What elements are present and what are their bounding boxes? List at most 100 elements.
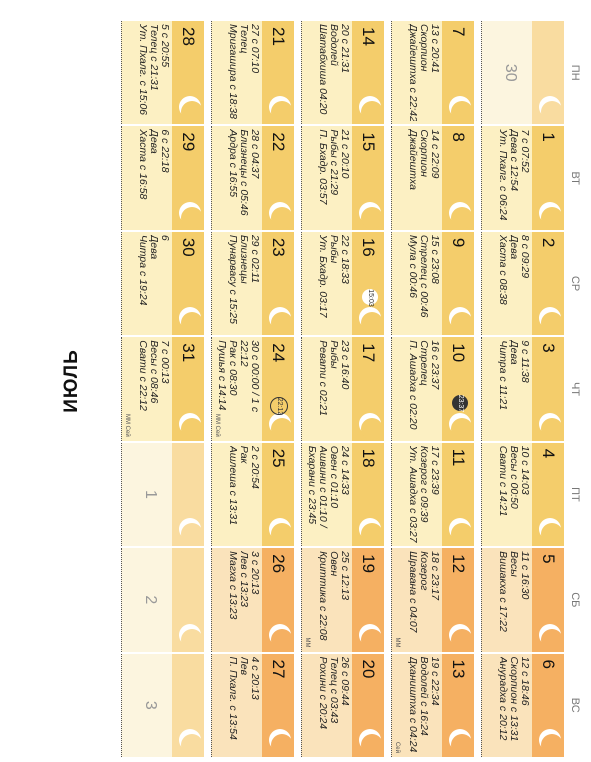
day-cell-header[interactable]: 25 [262, 442, 294, 547]
day-detail-line: Дева [148, 234, 159, 260]
day-cell-header[interactable]: 13 [442, 653, 474, 757]
day-cell-header[interactable]: 31 [172, 337, 204, 441]
day-cell-header[interactable]: 23 [262, 231, 294, 336]
day-cell-header[interactable]: 2 [532, 231, 564, 336]
day-number: 30 [179, 237, 198, 257]
day-number: 9 [449, 237, 468, 248]
day-cell-details: 12 c 18:46 Скорпион с 13:31 Анурадха с 20:… [481, 653, 532, 757]
day-cell-header[interactable]: 27 [262, 653, 294, 757]
day-detail-line: 4 c 20:13 [249, 656, 260, 700]
day-detail-line: Скорпион с 13:31 [508, 656, 519, 742]
dotted-separator [481, 337, 482, 441]
day-number: 20 [359, 659, 378, 679]
dotted-separator [301, 21, 302, 125]
day-cell-header[interactable]: 20 [352, 653, 384, 757]
day-cell-header[interactable]: 12 [442, 548, 474, 652]
day-cell-header[interactable]: 19 [352, 548, 384, 652]
dotted-separator [391, 442, 392, 547]
dotted-separator [121, 442, 122, 547]
day-number: 18 [359, 448, 378, 468]
moon-phase-icon [539, 201, 561, 224]
day-cell-header[interactable] [172, 548, 204, 652]
event-time-badge: 23:37 [452, 394, 468, 412]
day-cell-details: 28 c 04:37 Близнецы с 05:46 Ардра с 16:55 [211, 126, 262, 230]
day-cell-header[interactable]: 1 [532, 126, 564, 230]
day-detail-line: 19 c 22:34 [429, 656, 440, 706]
day-detail-line: Скорпион [418, 24, 429, 72]
gap-cell [204, 126, 211, 229]
day-cell-header[interactable]: 14 [352, 21, 384, 125]
gap-cell [204, 654, 211, 757]
day-cell-header[interactable]: 16 15:03 [352, 231, 384, 336]
day-detail-line: 9 c 11:38 [519, 340, 530, 383]
day-cell-header[interactable]: 9 [442, 231, 474, 336]
day-cell-header[interactable]: 10 23:37 [442, 337, 474, 441]
day-detail-line: 13 c 20:41 [429, 24, 440, 74]
dotted-separator [301, 231, 302, 336]
day-cell-details: 25 c 12:13 Овен Криттика с 22:08 ММ [301, 548, 352, 652]
day-detail-line: Анурадха с 20:12 [497, 656, 508, 741]
day-detail-line: Стрелец [418, 340, 429, 386]
moon-phase-icon [539, 412, 561, 435]
day-cell-header[interactable] [172, 653, 204, 757]
day-number: 2 [539, 237, 558, 248]
day-number: 29 [179, 132, 198, 152]
day-cell-header[interactable]: 4 [532, 442, 564, 547]
dotted-separator [391, 21, 392, 125]
day-detail-line: Весы [508, 551, 519, 577]
weekday-thu: ЧТ [569, 381, 581, 396]
moon-phase-icon [269, 729, 291, 751]
gap-cell [114, 337, 121, 440]
day-detail-line: 26 c 09:44 [339, 656, 350, 706]
day-cell-header[interactable]: 17 [352, 337, 384, 441]
day-cell-header[interactable]: 11 [442, 442, 474, 547]
day-cell-header[interactable]: 8 [442, 126, 474, 230]
weekday-sat: СБ [569, 592, 581, 608]
day-cell-header[interactable]: 6 [532, 653, 564, 757]
day-cell-header[interactable] [172, 442, 204, 547]
gap-cell [294, 654, 301, 757]
gap-cell [114, 654, 121, 757]
day-number: 1 [539, 132, 558, 142]
day-number: 8 [449, 132, 468, 142]
day-cell-header[interactable]: 7 [442, 21, 474, 125]
day-cell-header[interactable]: 3 [532, 337, 564, 441]
day-cell-header[interactable] [532, 21, 564, 125]
day-cell-header[interactable]: 18 [352, 442, 384, 547]
day-detail-line: 7 c 07:52 [519, 129, 530, 173]
day-detail-line: 16 c 23:37 [429, 340, 440, 390]
day-cell-header[interactable]: 21 [262, 21, 294, 125]
moon-phase-icon [359, 412, 381, 435]
day-detail-line: Лев с 13:23 [238, 551, 249, 607]
day-cell-details: 6 Дева Читра с 19:24 [121, 231, 172, 336]
day-cell-header[interactable]: 5 [532, 548, 564, 652]
day-detail-line: 7 c 00:13 [159, 340, 170, 384]
event-time-badge: 22:12 [270, 396, 288, 415]
month-calendar-grid: ПН ВТ СР ЧТ ПТ СБ ВС 1 2 3 4 5 6 30 7 c 07:52 Де… [114, 19, 586, 759]
day-detail-line: Бхарани с 23:45 [306, 445, 317, 525]
moon-phase-icon [269, 518, 291, 541]
gap-cell [384, 443, 391, 546]
day-cell-header[interactable]: 24 22:12 [262, 337, 294, 441]
day-detail-line: Вишакха с 17:22 [497, 551, 508, 632]
day-detail-line: Ут. Ашадха с 03:27 [407, 445, 418, 543]
dotted-separator [301, 442, 302, 547]
week-gap [204, 21, 211, 757]
day-cell-header[interactable]: 30 [172, 231, 204, 336]
gap-cell [114, 21, 121, 124]
dotted-separator [481, 548, 482, 652]
day-number: 17 [359, 343, 378, 363]
day-cell-header[interactable]: 22 [262, 126, 294, 230]
moon-phase-icon [269, 201, 291, 224]
day-cell-header[interactable]: 28 [172, 21, 204, 125]
day-cell-header[interactable]: 15 [352, 126, 384, 230]
gap-cell [384, 654, 391, 757]
day-detail-line: Телец с 21:31 [148, 24, 159, 91]
day-detail-line: Козерог с 09:39 [418, 445, 429, 523]
day-cell-header[interactable]: 29 [172, 126, 204, 230]
moon-phase-icon [359, 201, 381, 224]
moon-phase-icon [449, 201, 471, 224]
day-cell-details: 5 c 20:55 Телец с 21:31 Ут. Пхалг. с 15:06 [121, 21, 172, 125]
dotted-separator [391, 548, 392, 652]
day-cell-header[interactable]: 26 [262, 548, 294, 652]
